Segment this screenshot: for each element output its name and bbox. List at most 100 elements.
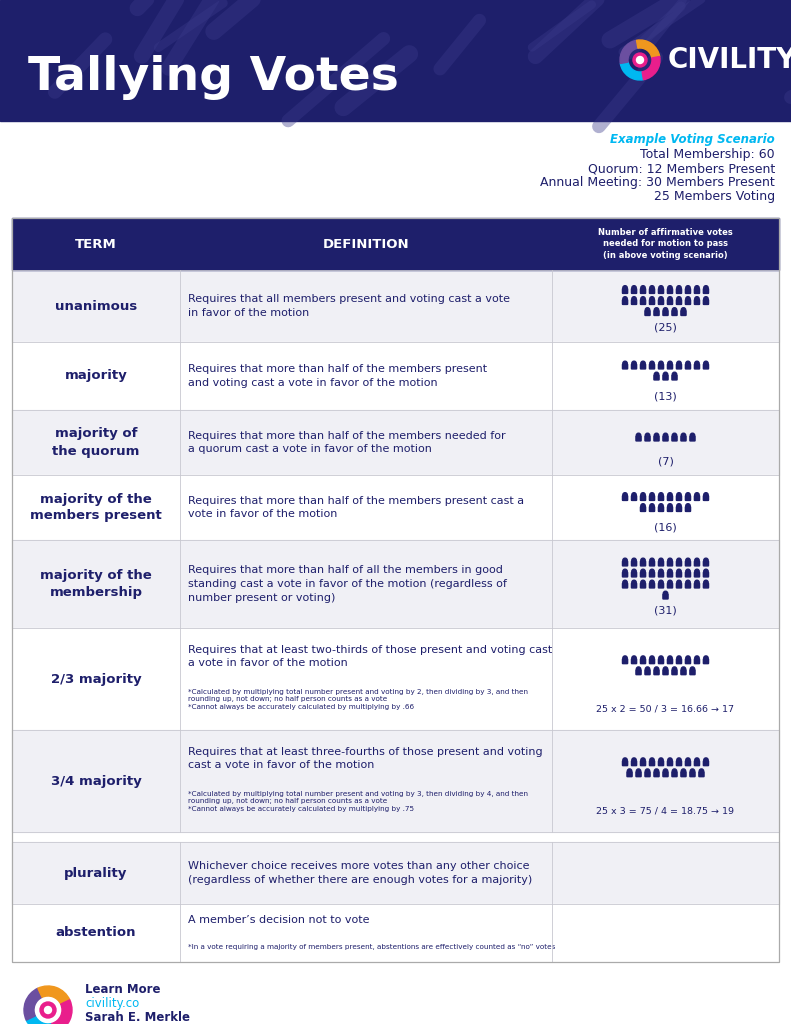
FancyBboxPatch shape [668, 289, 672, 294]
Circle shape [686, 504, 691, 508]
FancyBboxPatch shape [623, 561, 627, 566]
Text: 3/4 majority: 3/4 majority [51, 774, 142, 787]
Text: majority of the
members present: majority of the members present [30, 493, 162, 522]
Circle shape [672, 372, 676, 377]
FancyBboxPatch shape [649, 658, 655, 664]
FancyBboxPatch shape [641, 572, 645, 577]
FancyBboxPatch shape [641, 584, 645, 588]
Circle shape [677, 758, 681, 762]
Wedge shape [38, 986, 70, 1005]
FancyBboxPatch shape [631, 496, 637, 501]
FancyBboxPatch shape [668, 561, 672, 566]
FancyBboxPatch shape [654, 670, 659, 675]
Circle shape [664, 372, 668, 377]
Text: (31): (31) [654, 605, 677, 615]
Circle shape [632, 758, 636, 762]
Circle shape [664, 591, 668, 596]
FancyBboxPatch shape [694, 658, 699, 664]
Circle shape [44, 1007, 51, 1014]
FancyBboxPatch shape [641, 561, 645, 566]
FancyBboxPatch shape [694, 365, 699, 369]
FancyBboxPatch shape [694, 584, 699, 588]
Text: 2/3 majority: 2/3 majority [51, 673, 142, 685]
FancyBboxPatch shape [623, 289, 627, 294]
FancyBboxPatch shape [636, 436, 642, 441]
Wedge shape [620, 62, 643, 80]
Text: *In a vote requiring a majority of members present, abstentions are effectively : *In a vote requiring a majority of membe… [188, 944, 555, 950]
Circle shape [641, 656, 645, 660]
Text: A member’s decision not to vote: A member’s decision not to vote [188, 915, 369, 926]
Circle shape [704, 361, 708, 366]
Circle shape [704, 558, 708, 562]
FancyBboxPatch shape [658, 761, 664, 766]
Text: (16): (16) [654, 522, 677, 532]
Circle shape [699, 769, 704, 773]
Bar [12, 842, 779, 904]
Circle shape [645, 308, 649, 312]
Wedge shape [26, 1016, 55, 1024]
FancyBboxPatch shape [663, 772, 668, 776]
FancyBboxPatch shape [623, 761, 627, 766]
Text: Sarah E. Merkle: Sarah E. Merkle [85, 1011, 190, 1024]
Circle shape [677, 493, 681, 497]
Text: Requires that at least three-fourths of those present and voting
cast a vote in : Requires that at least three-fourths of … [188, 746, 543, 770]
Circle shape [691, 667, 694, 672]
FancyBboxPatch shape [685, 561, 691, 566]
Circle shape [641, 581, 645, 585]
Text: Requires that more than half of all the members in good
standing cast a vote in : Requires that more than half of all the … [188, 565, 507, 602]
Circle shape [633, 53, 647, 67]
Circle shape [677, 581, 681, 585]
Text: *Calculated by multiplying total number present and voting by 2, then dividing b: *Calculated by multiplying total number … [188, 689, 528, 710]
Text: 25 x 3 = 75 / 4 = 18.75 → 19: 25 x 3 = 75 / 4 = 18.75 → 19 [596, 806, 735, 815]
FancyBboxPatch shape [636, 772, 642, 776]
FancyBboxPatch shape [658, 572, 664, 577]
FancyBboxPatch shape [641, 658, 645, 664]
FancyBboxPatch shape [663, 670, 668, 675]
Circle shape [659, 558, 663, 562]
FancyBboxPatch shape [668, 300, 672, 304]
FancyBboxPatch shape [703, 561, 709, 566]
Circle shape [623, 361, 627, 366]
Circle shape [668, 569, 672, 573]
Text: Tallying Votes: Tallying Votes [28, 55, 399, 100]
Wedge shape [642, 56, 660, 80]
Circle shape [650, 656, 654, 660]
Circle shape [664, 308, 668, 312]
FancyBboxPatch shape [685, 507, 691, 511]
FancyBboxPatch shape [663, 310, 668, 315]
FancyBboxPatch shape [654, 772, 659, 776]
FancyBboxPatch shape [672, 772, 677, 776]
Bar [12, 410, 779, 475]
FancyBboxPatch shape [681, 436, 686, 441]
Bar [12, 270, 779, 342]
Bar [12, 218, 779, 270]
Circle shape [623, 758, 627, 762]
Text: Example Voting Scenario: Example Voting Scenario [610, 133, 775, 146]
FancyBboxPatch shape [641, 365, 645, 369]
Circle shape [645, 433, 649, 437]
Circle shape [659, 493, 663, 497]
FancyBboxPatch shape [649, 561, 655, 566]
Circle shape [632, 297, 636, 301]
Circle shape [650, 286, 654, 290]
FancyBboxPatch shape [690, 772, 695, 776]
FancyBboxPatch shape [676, 496, 682, 501]
Circle shape [659, 656, 663, 660]
FancyBboxPatch shape [703, 289, 709, 294]
Circle shape [641, 493, 645, 497]
Circle shape [694, 758, 699, 762]
Circle shape [681, 433, 686, 437]
FancyBboxPatch shape [645, 670, 650, 675]
Text: (13): (13) [654, 391, 677, 401]
Circle shape [659, 504, 663, 508]
FancyBboxPatch shape [645, 436, 650, 441]
Circle shape [681, 667, 686, 672]
Circle shape [650, 569, 654, 573]
Circle shape [623, 569, 627, 573]
FancyBboxPatch shape [676, 561, 682, 566]
Circle shape [677, 504, 681, 508]
Wedge shape [51, 999, 72, 1024]
FancyBboxPatch shape [685, 572, 691, 577]
FancyBboxPatch shape [676, 584, 682, 588]
Circle shape [641, 297, 645, 301]
